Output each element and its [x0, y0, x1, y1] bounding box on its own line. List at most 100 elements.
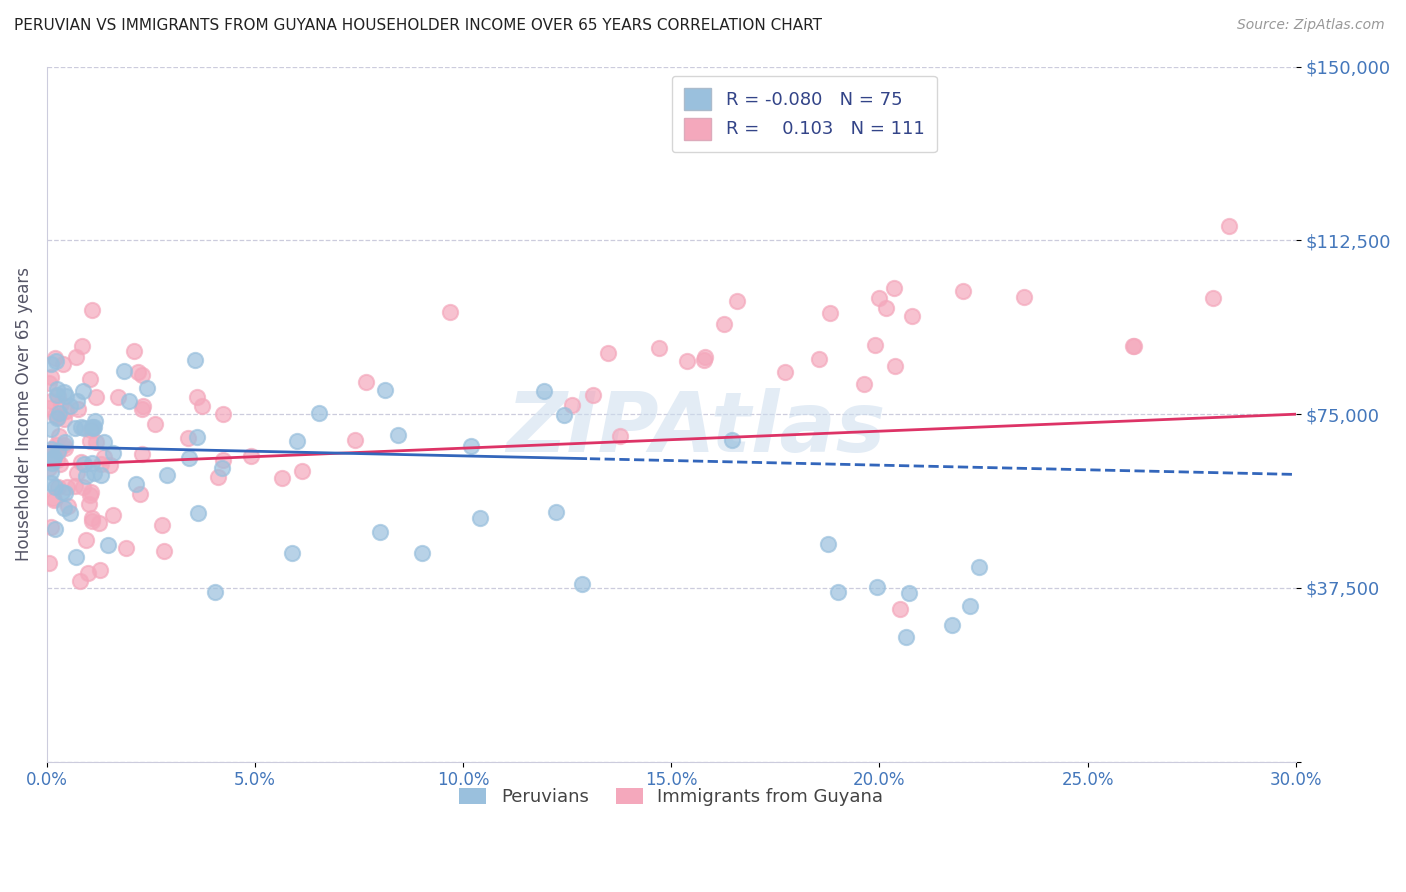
Point — [866, 580, 889, 594]
Point — [648, 342, 671, 356]
Point — [107, 390, 129, 404]
Point — [75, 469, 97, 483]
Point — [44, 480, 66, 494]
Point — [39, 442, 62, 456]
Point — [70, 419, 93, 434]
Point — [150, 518, 173, 533]
Point — [186, 430, 208, 444]
Point — [952, 285, 974, 299]
Point — [53, 486, 76, 500]
Point — [693, 352, 716, 367]
Point — [898, 585, 921, 599]
Point — [967, 560, 990, 574]
Point — [212, 452, 235, 467]
Point — [39, 465, 62, 479]
Point — [48, 406, 70, 420]
Point — [72, 480, 94, 494]
Point — [98, 458, 121, 472]
Point — [533, 384, 555, 398]
Point — [83, 414, 105, 428]
Point — [55, 389, 77, 403]
Point — [190, 399, 212, 413]
Point — [53, 501, 76, 516]
Point — [46, 453, 69, 467]
Point — [387, 427, 409, 442]
Point — [66, 467, 89, 481]
Point — [46, 480, 69, 494]
Point — [460, 439, 482, 453]
Point — [83, 419, 105, 434]
Point — [90, 457, 112, 471]
Point — [676, 354, 699, 368]
Point — [44, 408, 66, 422]
Point — [439, 305, 461, 319]
Point — [211, 408, 233, 422]
Point — [41, 447, 63, 461]
Point — [84, 434, 107, 449]
Text: PERUVIAN VS IMMIGRANTS FROM GUYANA HOUSEHOLDER INCOME OVER 65 YEARS CORRELATION : PERUVIAN VS IMMIGRANTS FROM GUYANA HOUSE… — [14, 18, 823, 33]
Point — [46, 388, 69, 402]
Point — [45, 437, 67, 451]
Point — [46, 443, 69, 458]
Point — [56, 480, 79, 494]
Point — [80, 303, 103, 318]
Point — [83, 467, 105, 481]
Point — [959, 599, 981, 613]
Point — [73, 457, 96, 471]
Point — [281, 546, 304, 560]
Point — [38, 376, 60, 390]
Point — [114, 541, 136, 555]
Point — [207, 469, 229, 483]
Point — [101, 508, 124, 523]
Point — [55, 404, 77, 418]
Point — [39, 369, 62, 384]
Point — [80, 510, 103, 524]
Point — [889, 602, 911, 616]
Point — [184, 352, 207, 367]
Point — [373, 383, 395, 397]
Point — [65, 550, 87, 565]
Point — [66, 394, 89, 409]
Point — [156, 468, 179, 483]
Point — [1012, 290, 1035, 304]
Point — [53, 434, 76, 449]
Point — [72, 384, 94, 398]
Point — [368, 524, 391, 539]
Point — [177, 431, 200, 445]
Point — [131, 401, 153, 416]
Point — [49, 397, 72, 411]
Point — [609, 428, 631, 442]
Point — [63, 421, 86, 435]
Legend: Peruvians, Immigrants from Guyana: Peruvians, Immigrants from Guyana — [450, 779, 893, 815]
Point — [853, 377, 876, 392]
Point — [356, 375, 378, 389]
Point — [693, 350, 716, 364]
Point — [411, 546, 433, 560]
Point — [75, 533, 97, 547]
Point — [818, 306, 841, 320]
Point — [39, 475, 62, 490]
Point — [291, 464, 314, 478]
Point — [179, 450, 201, 465]
Point — [53, 412, 76, 426]
Point — [773, 365, 796, 379]
Point — [45, 382, 67, 396]
Point — [97, 538, 120, 552]
Point — [308, 406, 330, 420]
Point — [69, 574, 91, 589]
Point — [817, 536, 839, 550]
Point — [131, 447, 153, 461]
Point — [713, 317, 735, 331]
Point — [53, 442, 76, 456]
Point — [93, 434, 115, 449]
Point — [63, 479, 86, 493]
Point — [143, 417, 166, 432]
Point — [125, 477, 148, 491]
Point — [84, 390, 107, 404]
Point — [44, 450, 66, 464]
Point — [45, 354, 67, 368]
Point — [827, 585, 849, 599]
Point — [41, 452, 63, 467]
Point — [79, 434, 101, 448]
Point — [128, 487, 150, 501]
